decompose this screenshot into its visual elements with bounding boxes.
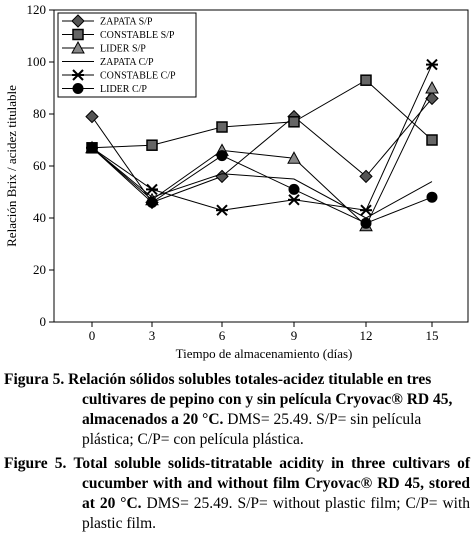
circle-marker — [72, 83, 84, 94]
legend-item: CONSTABLE S/P — [62, 28, 175, 41]
star-marker — [216, 204, 228, 216]
legend-label: CONSTABLE C/P — [100, 71, 176, 82]
series-line — [91, 147, 433, 224]
y-axis-label: Relación Brix / acidez titulable — [4, 85, 19, 247]
series-5 — [86, 142, 438, 229]
legend-label: ZAPATA S/P — [100, 17, 153, 28]
caption-en-rest: DMS= 25.49. S/P= without plastic film; C… — [82, 495, 470, 532]
x-tick-label: 12 — [360, 328, 373, 343]
legend-label: CONSTABLE S/P — [100, 30, 175, 41]
star-marker — [426, 58, 438, 71]
square-marker — [72, 28, 84, 41]
circle-marker — [288, 183, 300, 195]
legend-item: CONSTABLE C/P — [62, 69, 176, 82]
legend-label: LIDER C/P — [100, 84, 147, 95]
caption-english: Figure 5. Total soluble solids-titratabl… — [4, 454, 470, 534]
x-axis-label: Tiempo de almacenamiento (días) — [176, 346, 353, 361]
legend-item: ZAPATA S/P — [62, 14, 153, 28]
star-marker — [72, 69, 84, 81]
legend: ZAPATA S/P CONSTABLE S/P LIDER S/P ZAPATA C… — [57, 12, 197, 98]
legend-item: LIDER C/P — [62, 83, 147, 95]
square-marker — [146, 139, 158, 151]
y-tick-label: 0 — [40, 314, 47, 329]
circle-marker — [146, 196, 158, 208]
captions: Figura 5. Relación sólidos solubles tota… — [4, 370, 470, 538]
x-tick-label: 0 — [89, 328, 96, 343]
series-line — [91, 98, 433, 204]
x-tick-label: 15 — [426, 328, 439, 343]
series-line — [91, 64, 433, 211]
star-marker — [146, 183, 158, 196]
y-tick-label: 100 — [27, 54, 47, 69]
line-chart: 0 20 40 60 80 100 120 0 3 6 9 12 15 ZAPATA S/P CONSTA… — [4, 2, 469, 361]
y-tick-label: 20 — [33, 262, 46, 277]
circle-marker — [216, 150, 228, 162]
diamond-marker — [71, 14, 85, 28]
circle-marker — [86, 142, 98, 154]
axis-ticks: 0 20 40 60 80 100 120 0 3 6 9 12 15 — [27, 2, 439, 343]
legend-item: ZAPATA C/P — [62, 57, 154, 68]
caption-es-label: Figura 5. — [4, 371, 65, 388]
diamond-marker — [359, 169, 373, 184]
legend-item: LIDER S/P — [62, 40, 146, 55]
series-3 — [91, 147, 433, 219]
x-tick-label: 9 — [291, 328, 298, 343]
triangle-marker — [287, 151, 301, 164]
legend-box — [57, 12, 197, 98]
y-tick-label: 40 — [33, 210, 46, 225]
y-tick-label: 120 — [27, 2, 47, 17]
caption-es-rest: DMS= 25.49. S/P= sin película plástica; … — [82, 411, 422, 448]
square-marker — [288, 116, 300, 128]
square-marker — [216, 121, 228, 133]
x-tick-label: 6 — [219, 328, 226, 343]
caption-en-bold: Total soluble solids-titratable acidity … — [73, 455, 471, 512]
series-line — [91, 79, 433, 149]
square-marker — [360, 74, 372, 86]
square-marker — [426, 134, 438, 146]
y-tick-label: 60 — [33, 158, 46, 173]
series-2 — [85, 80, 439, 232]
star-marker — [288, 194, 300, 206]
diamond-marker — [85, 109, 99, 124]
caption-spanish: Figura 5. Relación sólidos solubles tota… — [4, 370, 470, 450]
triangle-marker — [425, 80, 439, 94]
legend-label: LIDER S/P — [100, 44, 146, 55]
y-tick-label: 80 — [33, 106, 46, 121]
caption-en-label: Figure 5. — [4, 455, 67, 472]
circle-marker — [426, 191, 438, 203]
series-lines — [85, 58, 439, 232]
series-line — [91, 147, 433, 219]
circle-marker — [360, 217, 372, 229]
diamond-marker — [215, 169, 229, 184]
star-marker — [360, 204, 372, 216]
triangle-marker — [71, 40, 85, 54]
series-line — [91, 87, 433, 227]
x-tick-label: 3 — [149, 328, 156, 343]
caption-es-bold: Relación sólidos solubles totales-acidez… — [68, 371, 453, 428]
legend-label: ZAPATA C/P — [100, 57, 154, 68]
